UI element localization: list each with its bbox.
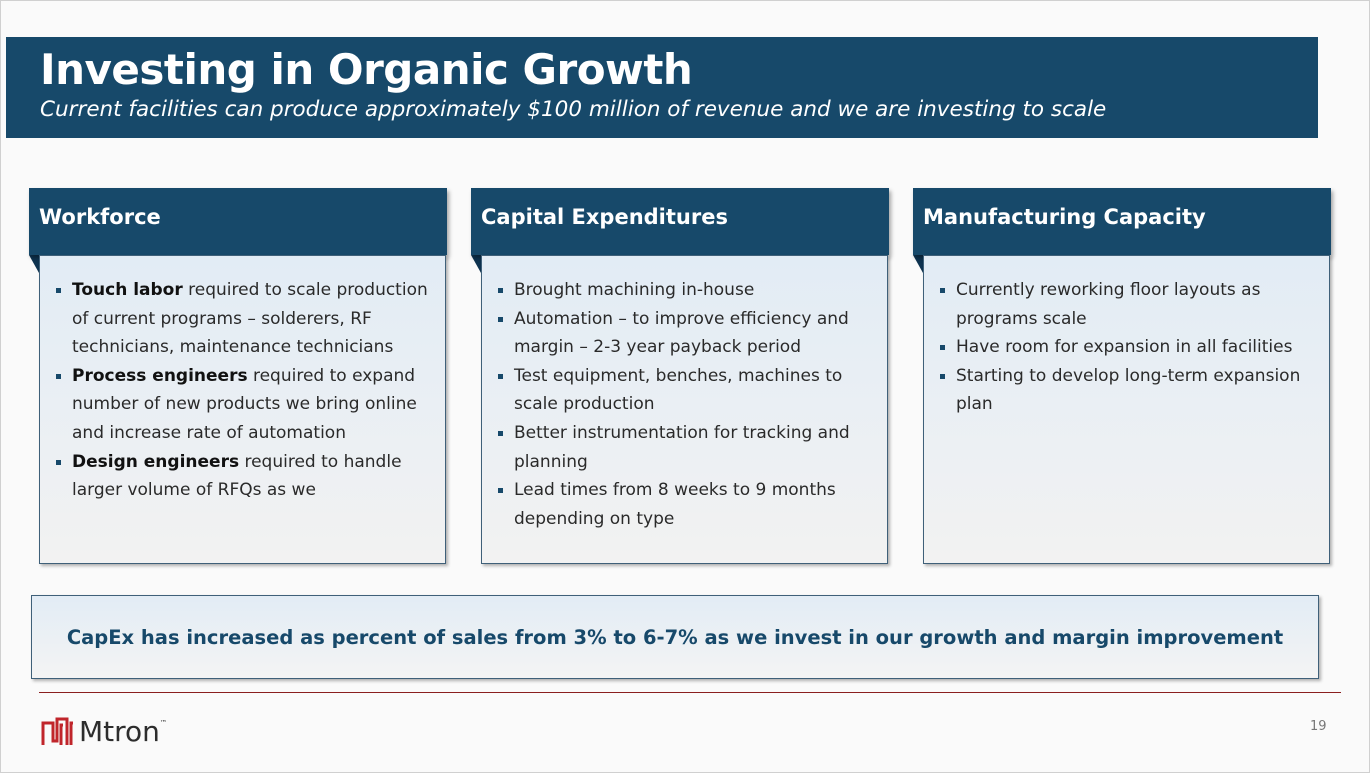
list-item: Better instrumentation for tracking and …: [496, 419, 873, 476]
card-head-tab: [913, 255, 923, 273]
list-item: Touch labor required to scale production…: [54, 276, 431, 362]
card-body: Currently reworking floor layouts as pro…: [923, 255, 1330, 564]
list-item: Design engineers required to handle larg…: [54, 448, 431, 505]
callout-text: CapEx has increased as percent of sales …: [66, 625, 1284, 649]
card-body: Brought machining in-house Automation – …: [481, 255, 888, 564]
page-subtitle: Current facilities can produce approxima…: [40, 97, 1107, 122]
list-item-text: Better instrumentation for tracking and …: [514, 422, 850, 472]
page-title: Investing in Organic Growth: [40, 45, 693, 94]
card-header: Manufacturing Capacity: [913, 188, 1331, 255]
list-item-text: Lead times from 8 weeks to 9 months depe…: [514, 480, 836, 529]
page-number: 19: [1310, 719, 1327, 734]
list-item: Have room for expansion in all facilitie…: [938, 333, 1315, 362]
list-item: Starting to develop long-term expansion …: [938, 362, 1315, 419]
card-header: Workforce: [29, 188, 447, 255]
list-item-bold: Design engineers: [72, 451, 240, 472]
list-item-text: required to expand number of new product…: [72, 365, 417, 443]
list-item-text: required to handle larger volume of RFQs…: [72, 451, 402, 501]
card-body: Touch labor required to scale production…: [39, 255, 446, 564]
card-head-tab: [471, 255, 481, 273]
card-head-tab: [29, 255, 39, 273]
list-item: Currently reworking floor layouts as pro…: [938, 276, 1315, 333]
list-item: Automation – to improve efficiency and m…: [496, 305, 873, 362]
list-item-text: Brought machining in-house: [514, 280, 755, 300]
list-item-text: Test equipment, benches, machines to sca…: [514, 365, 843, 415]
list-item-text: Starting to develop long-term expansion …: [956, 365, 1301, 415]
capital-expenditures-card: Capital Expenditures Brought machining i…: [471, 188, 891, 567]
list-item-bold: Process engineers: [72, 365, 248, 386]
capex-callout: CapEx has increased as percent of sales …: [31, 595, 1319, 679]
bullet-list: Touch labor required to scale production…: [40, 256, 445, 505]
list-item-text: Currently reworking floor layouts as pro…: [956, 280, 1261, 329]
list-item: Process engineers required to expand num…: [54, 362, 431, 448]
card-header: Capital Expenditures: [471, 188, 889, 255]
list-item-text: Automation – to improve efficiency and m…: [514, 308, 849, 358]
card-title-workforce: Workforce: [39, 205, 161, 229]
list-item: Brought machining in-house: [496, 276, 873, 305]
list-item: Test equipment, benches, machines to sca…: [496, 362, 873, 419]
bullet-list: Currently reworking floor layouts as pro…: [924, 256, 1329, 419]
mtron-logo-icon: [41, 717, 73, 745]
logo-trademark: ™: [159, 719, 167, 727]
title-banner: Investing in Organic Growth Current faci…: [6, 37, 1318, 138]
mtron-logo: Mtron ™: [41, 715, 167, 749]
list-item-text: required to scale production of current …: [72, 280, 428, 358]
list-item-bold: Touch labor: [72, 280, 183, 300]
logo-text: Mtron: [79, 715, 160, 748]
workforce-card: Workforce Touch labor required to scale …: [29, 188, 449, 567]
list-item: Lead times from 8 weeks to 9 months depe…: [496, 476, 873, 533]
card-title-manufacturing: Manufacturing Capacity: [923, 205, 1206, 229]
bullet-list: Brought machining in-house Automation – …: [482, 256, 887, 533]
card-title-capex: Capital Expenditures: [481, 205, 728, 229]
list-item-text: Have room for expansion in all facilitie…: [956, 337, 1293, 358]
footer-divider: [39, 692, 1341, 693]
manufacturing-capacity-card: Manufacturing Capacity Currently reworki…: [913, 188, 1333, 567]
